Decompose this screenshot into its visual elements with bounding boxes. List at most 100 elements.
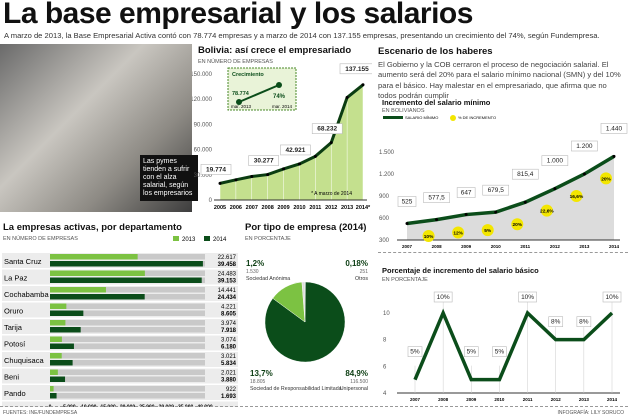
inset-point <box>236 99 242 105</box>
y-tick-label: 30.000 <box>194 173 213 179</box>
sources: FUENTES: INE/FUNDEMPRESA <box>3 410 78 416</box>
value-label: 922 <box>226 387 237 393</box>
slice-count: 1.530 <box>246 269 259 275</box>
x-tick-label: 35.000 <box>178 405 194 408</box>
data-label-box <box>200 164 232 175</box>
bar-2013 <box>50 303 67 309</box>
series-line <box>413 308 614 382</box>
min-wage-title: Incremento del salario mínimo <box>382 98 491 107</box>
category-label: Tarija <box>4 323 23 332</box>
page-title: La base empresarial y los salarios <box>3 0 473 30</box>
category-label: Cochabamba <box>4 290 49 299</box>
x-tick-label: 20.000 <box>120 405 136 408</box>
bar-2014 <box>50 343 74 349</box>
data-label: 19.774 <box>206 166 226 173</box>
bar-track <box>50 310 205 316</box>
slice-name: Otros <box>355 276 368 282</box>
inset-point <box>276 82 282 88</box>
x-tick-label: 30.000 <box>159 405 175 408</box>
value-label: 679,5 <box>488 187 505 194</box>
value-label: 2.021 <box>221 371 237 377</box>
slice-name: Sociedad Anónima <box>246 276 290 282</box>
value-label-box <box>576 316 592 327</box>
pie-chart-title: Por tipo de empresa (2014) <box>245 222 367 233</box>
scenario-text: El Gobierno y la COB cerraron el proceso… <box>378 60 621 100</box>
pct-label: 10% <box>424 234 434 240</box>
series-line <box>406 154 615 226</box>
x-tick-label: 2009 <box>466 397 477 402</box>
value-label: 5.834 <box>221 361 237 367</box>
data-point <box>523 200 527 204</box>
slice-count: 18.805 <box>250 379 266 385</box>
data-label: 42.921 <box>285 147 305 154</box>
pct-bubble <box>422 230 435 242</box>
legend-line <box>383 116 403 119</box>
bar-2014 <box>50 327 81 333</box>
value-label-box <box>492 346 507 357</box>
data-point <box>553 187 557 191</box>
slice-count: 116.500 <box>350 379 368 385</box>
category-label: Pando <box>4 389 26 398</box>
x-tick-label: 2011 <box>309 205 321 211</box>
y-tick-label: 150.000 <box>192 72 213 78</box>
x-tick-label: 2014* <box>356 205 371 211</box>
y-tick-label: 120.000 <box>192 97 213 103</box>
value-label-box <box>456 187 476 198</box>
pct-label: 20% <box>601 176 611 182</box>
value-label-box <box>600 123 628 134</box>
value-label-box <box>602 291 622 303</box>
value-label: 10% <box>521 294 534 301</box>
data-label-box <box>311 123 343 134</box>
x-tick-label: 2009 <box>461 244 472 249</box>
bar-track <box>50 287 205 293</box>
page-subtitle: A marzo de 2013, la Base Empresarial Act… <box>4 31 600 40</box>
x-tick-label: 2008 <box>262 205 274 211</box>
legend-swatch-2013 <box>173 236 179 241</box>
data-label: 137.155 <box>345 66 369 73</box>
pie-slice <box>301 281 306 323</box>
y-tick-label: 8 <box>383 338 387 344</box>
x-tick-label: 2005 <box>214 205 226 211</box>
pct-label: 20% <box>512 222 522 228</box>
category-label: Santa Cruz <box>4 257 42 266</box>
inset-line <box>238 84 280 103</box>
category-label: Beni <box>4 373 19 382</box>
x-tick-label: 0 <box>49 405 52 408</box>
data-point <box>361 83 365 87</box>
y-tick-label: 4 <box>383 391 387 397</box>
value-label-box <box>548 316 564 327</box>
value-label: 5% <box>467 349 477 356</box>
bar-2013 <box>50 320 66 326</box>
x-tick-label: 2007 <box>410 397 421 402</box>
growth-chart-title: Bolivia: así crece el empresariado <box>198 45 352 56</box>
bar-track <box>50 320 205 326</box>
value-label: 8% <box>579 319 589 326</box>
value-label: 1.200 <box>576 143 593 150</box>
y-tick-label: 0 <box>209 198 213 204</box>
slice-name: Sociedad de Responsabilidad Limitada <box>250 386 342 392</box>
value-label: 1.693 <box>221 394 237 400</box>
bar-track <box>50 343 205 349</box>
y-tick-label: 90.000 <box>194 122 213 128</box>
data-point <box>405 222 409 225</box>
inset-title: Crecimiento <box>232 72 264 78</box>
bar-track <box>50 353 205 359</box>
value-label: 39.153 <box>218 279 237 285</box>
pct-label: 16,6% <box>570 194 584 200</box>
slice-pct: 13,7% <box>250 369 273 378</box>
x-tick-label: 2010 <box>491 244 502 249</box>
credit: INFOGRAFÍA: LILY SORUCO <box>557 410 625 416</box>
pct-bubble <box>540 204 553 217</box>
value-label: 10% <box>437 294 450 301</box>
x-tick-label: 2010 <box>494 397 505 402</box>
x-tick-label: 2008 <box>438 397 449 402</box>
value-label: 8.605 <box>221 312 237 318</box>
slice-pct: 1,2% <box>246 259 264 268</box>
basic-wage-title: Porcentaje de incremento del salario bás… <box>382 266 539 275</box>
bar-2014 <box>50 376 66 382</box>
value-label: 577,5 <box>428 195 445 202</box>
slice-pct: 0,18% <box>345 259 368 268</box>
value-label: 14.441 <box>218 288 237 294</box>
footnote: * A marzo de 2014 <box>311 191 352 197</box>
data-label-box <box>248 155 279 166</box>
